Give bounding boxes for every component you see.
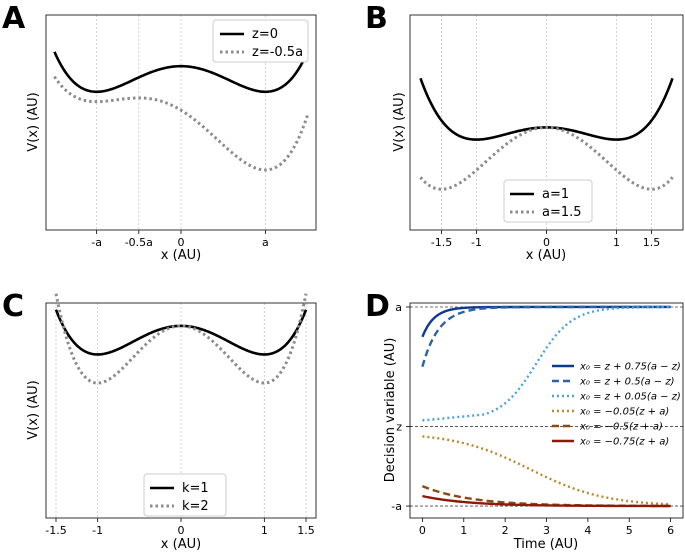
trajectory-5 [422, 494, 671, 508]
x-tick-label-4: 1.5 [643, 236, 661, 249]
panel-d-ticks: -a z a 0 1 2 3 4 5 6 [391, 301, 674, 537]
legend-label-2: x₀ = z + 0.05(a − z) [579, 392, 681, 403]
curve-z-0 [53, 51, 309, 94]
x-tick-label-0: -a [91, 236, 102, 249]
x-tick-label-2: 0 [178, 236, 185, 249]
panel-c: C -1.5 -1 0 1 1.5 x (AU) V(x) (AU) k=1 k=2 [2, 289, 317, 552]
panel-b-curves [419, 77, 674, 191]
panel-b-xlabel: x (AU) [526, 248, 566, 263]
panel-d-ylabel: Decision variable (AU) [383, 338, 398, 483]
legend-label-zneg: z=-0.5a [252, 45, 303, 60]
x-tick-label-4: 1.5 [297, 524, 315, 537]
panel-c-curves [54, 293, 308, 385]
x-tick-label-3: 1 [613, 236, 620, 249]
curve-k-1 [54, 309, 308, 356]
trajectory-2 [422, 305, 671, 422]
panel-c-legend: k=1 k=2 [143, 473, 227, 517]
x-tick-label-2: 2 [502, 524, 509, 537]
x-tick-label-5: 5 [626, 524, 633, 537]
legend-label-4: x₀ = −0.5(z + a) [579, 422, 663, 433]
panel-b-ylabel: V(x) (AU) [392, 92, 407, 151]
legend-label-0: x₀ = z + 0.75(a − z) [579, 362, 681, 373]
curve-a-1-5 [419, 125, 674, 191]
panel-a-letter: A [2, 1, 26, 36]
panel-b-letter: B [365, 1, 388, 36]
panel-a: A -a -0.5a 0 a x (AU) V(x) (AU) z=0 z=-0.5a [2, 1, 317, 263]
panel-a-curves [53, 51, 309, 172]
x-tick-label-1: -0.5a [125, 236, 153, 249]
legend-label-z0: z=0 [252, 27, 278, 42]
trajectory-3 [422, 435, 671, 506]
y-tick-label-0: -a [391, 500, 402, 513]
y-tick-label-1: z [396, 420, 402, 433]
legend-label-k1: k=1 [182, 481, 209, 496]
panel-c-ticks: -1.5 -1 0 1 1.5 [45, 518, 315, 537]
trajectory-0 [421, 305, 671, 338]
x-tick-label-1: -1 [92, 524, 103, 537]
panel-d: D -a z a 0 1 2 3 4 5 6 Time (AU) Decision variabl… [365, 289, 684, 552]
curve-z-0-5a [53, 75, 309, 172]
panel-b: B -1.5 -1 0 1 1.5 x (AU) V(x) (AU) a=1 a=1.5 [365, 1, 684, 263]
legend-label-1: x₀ = z + 0.5(a − z) [579, 377, 674, 388]
trajectory-4 [421, 485, 671, 508]
panel-a-ylabel: V(x) (AU) [26, 92, 41, 151]
x-tick-label-0: 0 [419, 524, 426, 537]
x-tick-label-1: 1 [460, 524, 467, 537]
panel-d-letter: D [365, 289, 390, 324]
panel-c-xlabel: x (AU) [161, 537, 201, 552]
legend-label-k2: k=2 [182, 499, 209, 514]
legend-label-a1: a=1 [542, 187, 569, 202]
panel-a-ticks: -a -0.5a 0 a [91, 230, 269, 249]
panel-b-ticks: -1.5 -1 0 1 1.5 [431, 230, 660, 249]
x-tick-label-6: 6 [667, 524, 674, 537]
panel-b-legend: a=1 a=1.5 [503, 179, 593, 223]
legend-label-5: x₀ = −0.75(z + a) [579, 437, 669, 448]
y-tick-label-2: a [395, 301, 402, 314]
x-tick-label-0: -1.5 [431, 236, 452, 249]
x-tick-label-2: 0 [178, 524, 185, 537]
x-tick-label-3: a [262, 236, 269, 249]
x-tick-label-0: -1.5 [45, 524, 66, 537]
x-tick-label-1: -1 [471, 236, 482, 249]
legend-label-3: x₀ = −0.05(z + a) [579, 407, 669, 418]
x-tick-label-4: 4 [584, 524, 591, 537]
x-tick-label-2: 0 [543, 236, 550, 249]
trajectory-1 [421, 305, 671, 368]
x-tick-label-3: 1 [261, 524, 268, 537]
panel-a-xlabel: x (AU) [161, 248, 201, 263]
panel-a-legend: z=0 z=-0.5a [212, 19, 309, 63]
panel-d-xlabel: Time (AU) [513, 537, 579, 552]
panel-c-ylabel: V(x) (AU) [26, 380, 41, 439]
legend-label-a15: a=1.5 [542, 205, 582, 220]
x-tick-label-3: 3 [543, 524, 550, 537]
panel-d-legend: x₀ = z + 0.75(a − z) x₀ = z + 0.5(a − z) x… [552, 362, 681, 448]
panel-d-curves [421, 305, 671, 508]
panel-c-letter: C [2, 289, 24, 324]
